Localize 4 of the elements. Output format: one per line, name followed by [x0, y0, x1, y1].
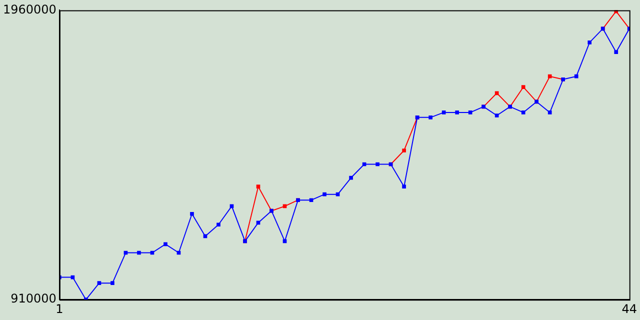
y-tick-label: 910000: [10, 292, 56, 306]
x-tick-label: 1: [56, 302, 64, 316]
x-tick-label: 44: [622, 302, 638, 316]
y-tick-label: 1960000: [2, 2, 56, 16]
